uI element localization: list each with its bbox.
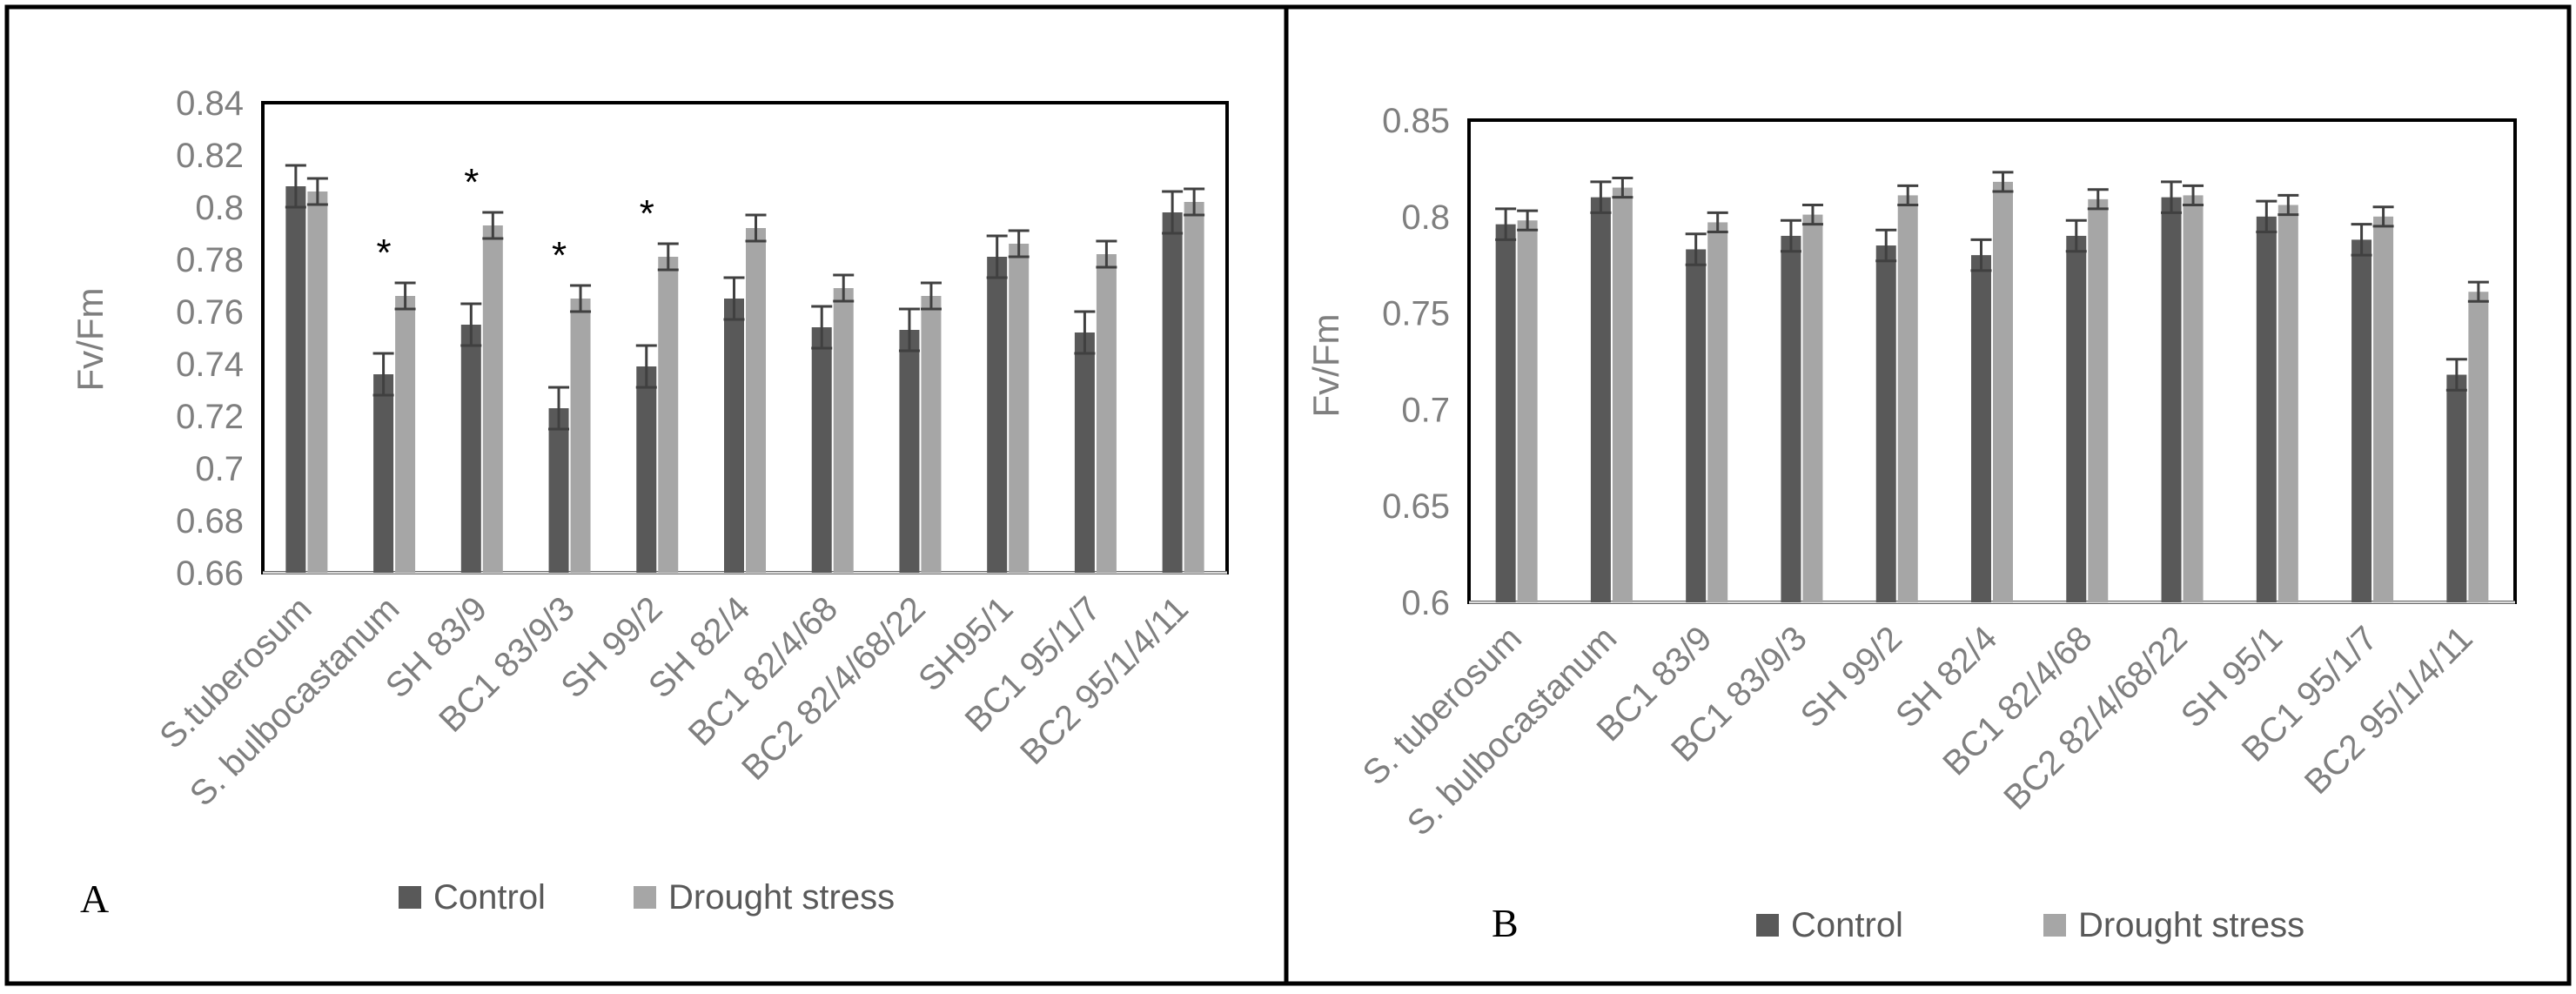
bar-control-9 — [1074, 332, 1095, 573]
x-category-label: BC2 95/1/4/11 — [2298, 619, 2480, 802]
y-tick-label: 0.78 — [176, 241, 244, 279]
bar-drought-7 — [921, 296, 942, 573]
y-tick-label: 0.8 — [195, 189, 244, 227]
bar-drought-5 — [746, 228, 766, 573]
y-axis-title: Fv/Fm — [1305, 314, 1346, 418]
bar-control-3 — [548, 408, 569, 573]
bar-control-8 — [987, 257, 1008, 573]
bar-control-2 — [460, 325, 481, 573]
bar-control-7 — [2161, 197, 2182, 602]
bar-drought-6 — [2088, 198, 2109, 602]
bar-drought-1 — [395, 296, 416, 573]
legend-label: Drought stress — [668, 878, 895, 917]
bar-control-2 — [1686, 249, 1707, 602]
bar-control-1 — [373, 374, 394, 573]
bar-drought-9 — [2373, 216, 2394, 603]
bar-drought-3 — [570, 299, 591, 573]
legend-swatch-control — [1756, 914, 1779, 937]
bar-drought-3 — [1802, 214, 1823, 603]
bar-drought-1 — [1612, 187, 1633, 602]
y-axis-title: Fv/Fm — [70, 288, 111, 392]
bar-control-7 — [899, 330, 920, 573]
chart-panel-a: 0.66 0.68 0.7 0.72 0.74 0.76 0.78 0.8 0.82 0.84 Fv… — [70, 84, 1229, 921]
significance-star: * — [640, 192, 654, 235]
bar-control-0 — [1495, 224, 1516, 602]
legend-label: Control — [1791, 906, 1903, 944]
panel-b-frame — [1284, 4, 2572, 986]
significance-star: * — [552, 234, 567, 277]
y-tick-label: 0.84 — [176, 84, 244, 123]
y-tick-label: 0.85 — [1382, 102, 1450, 140]
bar-control-8 — [2256, 216, 2277, 603]
legend-label: Control — [433, 878, 546, 917]
significance-star: * — [464, 161, 479, 204]
bar-drought-10 — [2468, 292, 2489, 602]
legend-swatch-drought — [2043, 914, 2066, 937]
y-tick-label: 0.82 — [176, 137, 244, 175]
legend: Control Drought stress — [1756, 906, 2304, 944]
bar-drought-5 — [1993, 181, 2013, 603]
bar-control-5 — [724, 299, 744, 573]
y-tick-label: 0.75 — [1382, 295, 1450, 333]
bar-control-9 — [2351, 239, 2372, 602]
x-category-label: SH 99/2 — [1794, 619, 1909, 735]
x-category-label: S.tuberosum — [152, 589, 319, 756]
y-tick-label: 0.7 — [195, 450, 244, 488]
bar-drought-0 — [1517, 220, 1538, 602]
bar-control-4 — [636, 366, 657, 573]
legend-swatch-control — [399, 886, 421, 909]
legend: Control Drought stress — [399, 878, 895, 917]
bar-control-10 — [1162, 212, 1183, 573]
bar-drought-4 — [1897, 195, 1918, 602]
bar-control-1 — [1590, 197, 1611, 602]
panel-letter: A — [80, 876, 109, 921]
legend-swatch-drought — [634, 886, 656, 909]
bar-drought-2 — [482, 225, 503, 573]
bar-drought-8 — [1009, 244, 1030, 573]
legend-label: Drought stress — [2078, 906, 2304, 944]
bar-control-4 — [1875, 245, 1896, 602]
bar-drought-9 — [1096, 254, 1117, 573]
bar-drought-2 — [1707, 222, 1728, 602]
bar-control-6 — [811, 327, 832, 573]
y-tick-label: 0.8 — [1401, 198, 1450, 237]
y-tick-label: 0.66 — [176, 554, 244, 593]
bar-control-6 — [2066, 235, 2087, 602]
bar-control-10 — [2446, 374, 2467, 602]
y-tick-label: 0.6 — [1401, 584, 1450, 622]
bar-drought-4 — [658, 257, 679, 573]
bar-control-5 — [1971, 255, 1991, 602]
y-tick-label: 0.72 — [176, 398, 244, 436]
bar-control-0 — [285, 186, 306, 573]
bar-control-3 — [1781, 235, 1801, 602]
bar-drought-6 — [833, 288, 854, 573]
panel-letter: B — [1492, 901, 1519, 945]
y-tick-label: 0.76 — [176, 293, 244, 332]
bar-drought-0 — [307, 191, 328, 573]
y-tick-label: 0.74 — [176, 346, 244, 384]
bar-drought-8 — [2277, 205, 2298, 602]
y-tick-label: 0.68 — [176, 502, 244, 541]
bar-drought-10 — [1184, 202, 1204, 573]
bar-drought-7 — [2183, 195, 2204, 602]
significance-star: * — [377, 232, 392, 274]
y-tick-label: 0.65 — [1382, 487, 1450, 526]
y-tick-label: 0.7 — [1401, 391, 1450, 429]
